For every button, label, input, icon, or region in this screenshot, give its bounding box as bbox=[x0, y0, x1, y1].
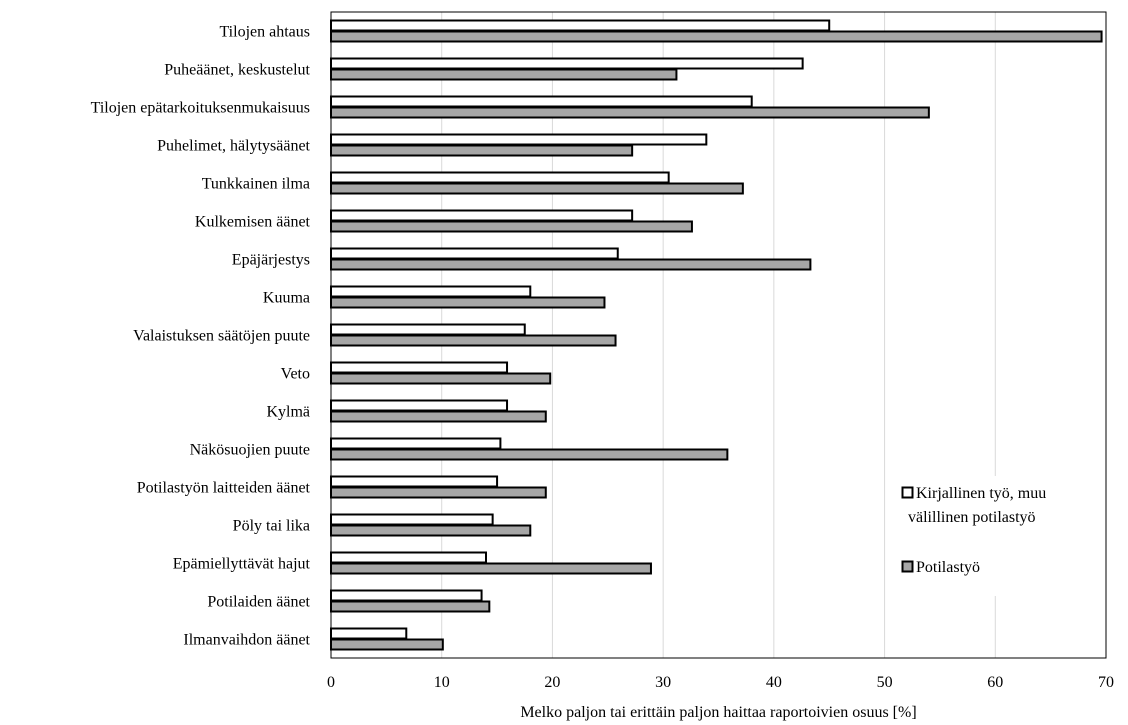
category-label: Tilojen ahtaus bbox=[219, 24, 310, 41]
bar-series-1 bbox=[330, 361, 509, 374]
x-tick-label: 40 bbox=[766, 674, 782, 691]
category-label: Puhelimet, hälytysäänet bbox=[157, 138, 310, 155]
x-tick-label: 70 bbox=[1098, 674, 1114, 691]
category-label: Epämiellyttävät hajut bbox=[173, 556, 311, 573]
category-label: Tilojen epätarkoituksenmukaisuus bbox=[91, 100, 310, 117]
legend-swatch-2 bbox=[901, 560, 914, 573]
x-tick-label: 50 bbox=[877, 674, 893, 691]
bar-series-1 bbox=[330, 551, 487, 564]
bar-series-2 bbox=[330, 220, 693, 233]
bar-series-1 bbox=[330, 475, 499, 488]
bar-series-2 bbox=[330, 68, 678, 81]
x-tick-label: 30 bbox=[655, 674, 671, 691]
bar-series-2 bbox=[330, 182, 744, 195]
x-axis-title: Melko paljon tai erittäin paljon haittaa… bbox=[520, 704, 916, 721]
bar-series-2 bbox=[330, 524, 532, 537]
bar-series-1 bbox=[330, 285, 532, 298]
legend-label-1: Kirjallinen työ, muu välillinen potilasty… bbox=[908, 485, 1046, 526]
bar-series-2 bbox=[330, 486, 547, 499]
bar-series-1 bbox=[330, 589, 483, 602]
category-label: Kulkemisen äänet bbox=[195, 214, 311, 231]
legend-background bbox=[896, 476, 1104, 596]
x-tick-labels: 0 10 20 30 40 50 60 70 bbox=[327, 674, 1114, 691]
category-label: Potilaiden äänet bbox=[207, 594, 310, 611]
x-tick-label: 60 bbox=[987, 674, 1003, 691]
bar-series-2 bbox=[330, 410, 547, 423]
bar-series-1 bbox=[330, 19, 831, 32]
bar-series-2 bbox=[330, 334, 617, 347]
category-label: Näkösuojien puute bbox=[190, 442, 310, 459]
bar-series-1 bbox=[330, 437, 502, 450]
bar-series-2 bbox=[330, 296, 606, 309]
x-tick-label: 10 bbox=[434, 674, 450, 691]
bar-series-1 bbox=[330, 627, 408, 640]
x-tick-label: 20 bbox=[544, 674, 560, 691]
bar-series-1 bbox=[330, 209, 634, 222]
bar-series-1 bbox=[330, 247, 619, 260]
category-label: Pöly tai lika bbox=[233, 518, 310, 535]
bar-series-2 bbox=[330, 30, 1103, 43]
bar-series-2 bbox=[330, 106, 930, 119]
category-label: Ilmanvaihdon äänet bbox=[183, 632, 310, 649]
bar-series-1 bbox=[330, 399, 509, 412]
category-label: Puheäänet, keskustelut bbox=[164, 62, 310, 79]
bar-series-2 bbox=[330, 600, 491, 613]
bar-series-2 bbox=[330, 144, 634, 157]
bar-series-1 bbox=[330, 133, 708, 146]
bar-series-1 bbox=[330, 57, 804, 70]
category-label: Kuuma bbox=[263, 290, 310, 307]
bar-series-2 bbox=[330, 638, 444, 651]
bar-series-1 bbox=[330, 323, 526, 336]
category-label: Veto bbox=[281, 366, 310, 383]
category-label: Epäjärjestys bbox=[232, 252, 310, 269]
bar-series-2 bbox=[330, 372, 552, 385]
bar-series-1 bbox=[330, 513, 494, 526]
x-tick-label: 0 bbox=[327, 674, 335, 691]
legend-label-2: Potilastyö bbox=[916, 559, 980, 576]
legend: Kirjallinen työ, muu välillinen potilasty… bbox=[896, 476, 1104, 596]
category-label: Tunkkainen ilma bbox=[202, 176, 310, 193]
category-labels: Tilojen ahtaus Puheäänet, keskustelut Tilo… bbox=[91, 24, 311, 649]
bar-series-1 bbox=[330, 171, 670, 184]
grid-lines bbox=[441, 12, 996, 658]
bar-series-1 bbox=[330, 95, 753, 108]
bar-series-2 bbox=[330, 562, 652, 575]
bar-series-2 bbox=[330, 448, 729, 461]
plot-area-border bbox=[330, 11, 1107, 659]
category-label: Potilastyön laitteiden äänet bbox=[137, 480, 311, 497]
legend-swatch-1 bbox=[901, 486, 914, 499]
bar-series-2 bbox=[330, 258, 812, 271]
bars bbox=[330, 19, 1103, 651]
category-label: Valaistuksen säätöjen puute bbox=[133, 328, 310, 345]
category-label: Kylmä bbox=[266, 404, 310, 421]
